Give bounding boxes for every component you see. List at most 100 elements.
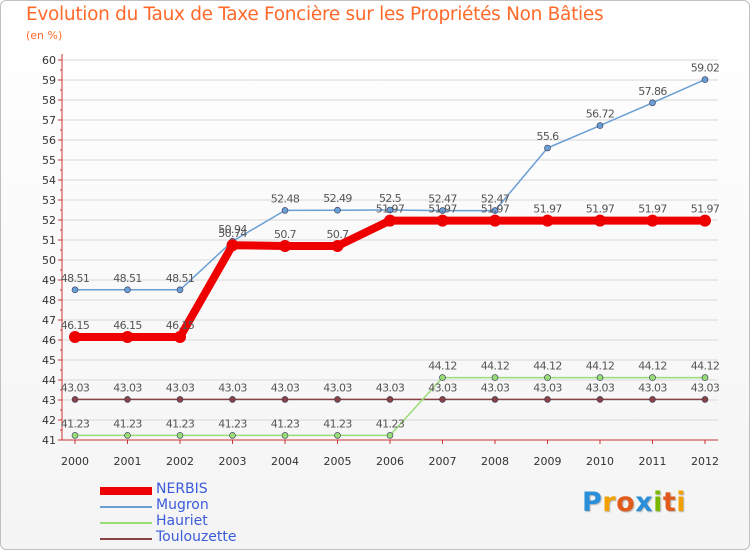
x-tick-label: 2007 <box>429 455 457 468</box>
y-tick-label: 41 <box>42 434 56 447</box>
y-tick-label: 42 <box>42 414 56 427</box>
data-point-mugron <box>491 207 499 214</box>
data-point-toulouzette <box>439 396 446 403</box>
data-point-nerbis <box>279 240 291 252</box>
data-label-hauriet: 41.23 <box>61 417 90 430</box>
data-label-hauriet: 41.23 <box>376 417 405 430</box>
data-label-toulouzette: 43.03 <box>376 381 405 394</box>
y-tick-label: 43 <box>42 394 56 407</box>
data-point-hauriet <box>596 374 604 381</box>
data-point-nerbis <box>226 239 239 252</box>
data-label-nerbis: 51.97 <box>481 203 510 216</box>
data-label-toulouzette: 43.03 <box>428 381 457 394</box>
data-label-nerbis: 51.97 <box>428 203 457 216</box>
data-point-hauriet <box>491 374 499 381</box>
data-label-mugron: 52.49 <box>323 192 352 205</box>
data-label-nerbis: 51.97 <box>638 203 667 216</box>
y-tick-label: 47 <box>42 314 56 327</box>
data-label-toulouzette: 43.03 <box>691 381 720 394</box>
data-label-hauriet: 41.23 <box>113 417 142 430</box>
data-point-hauriet <box>71 432 79 439</box>
data-point-hauriet <box>176 432 184 439</box>
legend-swatch <box>100 522 152 524</box>
x-tick-label: 2000 <box>61 455 89 468</box>
data-point-nerbis <box>331 240 344 252</box>
y-tick-label: 49 <box>42 274 56 287</box>
data-label-toulouzette: 43.03 <box>271 381 300 394</box>
data-label-mugron: 48.51 <box>61 272 90 285</box>
data-label-mugron: 55.6 <box>536 130 559 143</box>
data-point-hauriet <box>701 374 709 381</box>
y-tick-label: 51 <box>42 234 56 247</box>
data-label-nerbis: 46.15 <box>61 319 90 332</box>
chart-subtitle: (en %) <box>26 29 63 42</box>
data-label-toulouzette: 43.03 <box>533 381 562 394</box>
data-label-mugron: 48.51 <box>166 272 195 285</box>
data-label-hauriet: 44.12 <box>481 360 510 373</box>
data-point-toulouzette <box>386 396 394 403</box>
x-tick-label: 2004 <box>271 455 299 468</box>
data-point-hauriet <box>544 374 551 381</box>
data-point-toulouzette <box>596 396 604 403</box>
y-tick-label: 50 <box>42 254 56 267</box>
data-label-nerbis: 51.97 <box>376 203 405 216</box>
data-label-hauriet: 44.12 <box>691 360 720 373</box>
data-point-hauriet <box>124 432 131 439</box>
x-tick-label: 2006 <box>376 455 404 468</box>
data-point-nerbis <box>436 214 449 227</box>
data-point-hauriet <box>334 432 341 439</box>
data-label-mugron: 48.51 <box>113 272 142 285</box>
logo-letter: t <box>662 487 677 518</box>
data-point-toulouzette <box>281 396 289 403</box>
y-tick-label: 44 <box>42 374 56 387</box>
y-tick-label: 59 <box>42 74 56 87</box>
legend-swatch <box>100 487 152 495</box>
x-tick-label: 2012 <box>691 455 719 468</box>
data-point-toulouzette <box>71 396 79 403</box>
data-label-mugron: 59.02 <box>691 62 720 75</box>
data-point-nerbis <box>174 331 186 343</box>
logo-letter: o <box>616 487 636 518</box>
logo-letter: i <box>676 487 687 518</box>
data-point-nerbis <box>646 214 659 227</box>
data-label-hauriet: 41.23 <box>166 417 195 430</box>
x-tick-label: 2008 <box>481 455 509 468</box>
data-label-nerbis: 46.15 <box>166 319 195 332</box>
data-point-hauriet <box>386 432 394 439</box>
logo-letter: P <box>582 487 603 518</box>
data-point-mugron <box>544 144 551 152</box>
data-point-mugron <box>439 207 446 214</box>
data-label-hauriet: 44.12 <box>428 360 457 373</box>
data-label-nerbis: 50.7 <box>274 228 297 241</box>
data-point-mugron <box>176 286 184 294</box>
data-label-nerbis: 51.97 <box>586 203 615 216</box>
legend-label: Toulouzette <box>156 529 237 545</box>
data-label-nerbis: 50.74 <box>218 227 247 240</box>
y-tick-label: 46 <box>42 334 56 347</box>
legend-label: NERBIS <box>156 481 208 497</box>
x-tick-label: 2010 <box>586 455 614 468</box>
legend-label: Mugron <box>156 497 209 513</box>
y-tick-label: 58 <box>42 94 56 107</box>
data-label-nerbis: 50.7 <box>326 228 349 241</box>
data-label-toulouzette: 43.03 <box>61 381 90 394</box>
data-point-hauriet <box>439 374 446 381</box>
y-tick-label: 56 <box>42 134 56 147</box>
data-label-hauriet: 44.12 <box>586 360 615 373</box>
data-point-nerbis <box>541 214 554 227</box>
data-point-nerbis <box>594 214 606 227</box>
data-point-mugron <box>124 286 131 294</box>
data-point-toulouzette <box>544 396 551 403</box>
data-label-toulouzette: 43.03 <box>323 381 352 394</box>
y-tick-label: 54 <box>42 174 56 187</box>
data-label-toulouzette: 43.03 <box>586 381 615 394</box>
data-label-mugron: 52.48 <box>271 192 300 205</box>
data-point-nerbis <box>384 214 396 227</box>
data-point-nerbis <box>699 214 711 227</box>
y-tick-label: 53 <box>42 194 56 207</box>
data-label-mugron: 50.94 <box>218 223 247 236</box>
logo-letter: r <box>602 487 617 518</box>
x-tick-label: 2009 <box>534 455 562 468</box>
data-label-hauriet: 44.12 <box>533 360 562 373</box>
